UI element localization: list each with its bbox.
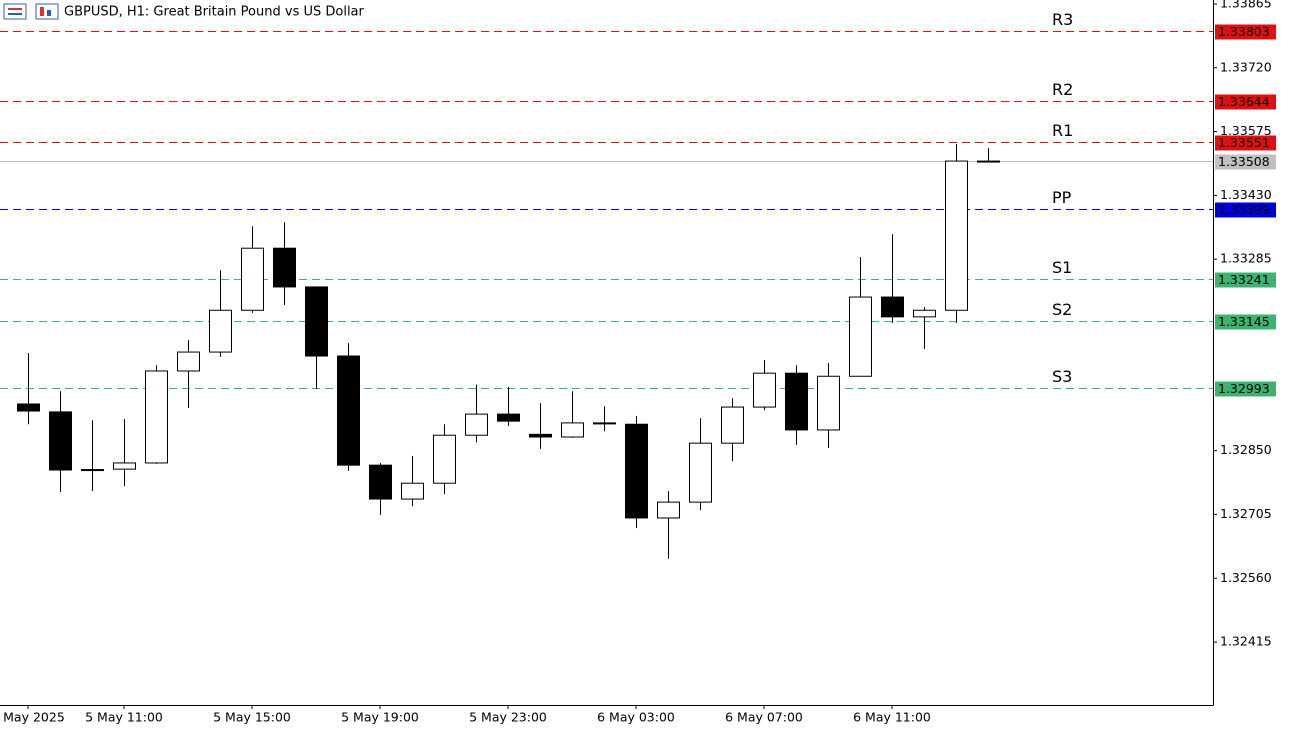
price-label: 1.32993 (1218, 381, 1270, 396)
candle-body (433, 434, 456, 484)
y-tick-label: 1.33720 (1220, 59, 1272, 74)
candle-body (561, 422, 584, 438)
candle-body (657, 501, 680, 519)
pivot-label: S1 (1052, 258, 1072, 277)
candle-body (337, 355, 360, 466)
price-label-box (1215, 314, 1276, 330)
price-label-box (1215, 381, 1276, 397)
price-label: 1.33644 (1218, 94, 1270, 109)
price-label-box (1215, 272, 1276, 288)
price-label: 1.33508 (1218, 154, 1270, 169)
chart-title: GBPUSD, H1: Great Britain Pound vs US Do… (64, 5, 365, 20)
candle-body (49, 411, 72, 471)
price-label: 1.33145 (1218, 314, 1270, 329)
pivot-label: R3 (1052, 10, 1073, 29)
x-tick-label: 5 May 11:00 (85, 710, 163, 725)
price-label: 1.33399 (1218, 202, 1270, 217)
candle-body (945, 160, 968, 311)
price-label-box (1215, 154, 1276, 170)
x-tick-label: 5 May 15:00 (213, 710, 291, 725)
candle-body (785, 372, 808, 431)
pivot-label: S3 (1052, 367, 1072, 386)
price-label: 1.33551 (1218, 135, 1270, 150)
price-label: 1.33803 (1218, 24, 1270, 39)
x-tick-label: 6 May 07:00 (725, 710, 803, 725)
y-tick-label: 1.32415 (1220, 634, 1272, 649)
menu-icon[interactable] (3, 3, 27, 20)
candle-body (721, 406, 744, 444)
price-label: 1.33241 (1218, 272, 1270, 287)
price-label-box (1215, 24, 1276, 40)
candle-body (401, 482, 424, 500)
price-label-box (1215, 202, 1276, 218)
candle-body (593, 422, 616, 425)
x-tick-label: 6 May 11:00 (853, 710, 931, 725)
price-label-box (1215, 94, 1276, 110)
y-tick-label: 1.33430 (1220, 187, 1272, 202)
x-tick-label: 6 May 03:00 (597, 710, 675, 725)
y-tick-label: 1.32705 (1220, 506, 1272, 521)
candle-body (689, 442, 712, 503)
x-tick-label: 5 May 2025 (0, 710, 65, 725)
candle-body (273, 247, 296, 288)
candle-body (241, 247, 264, 311)
candle-body (753, 372, 776, 408)
icon-bar (40, 7, 44, 16)
candle-body (369, 464, 392, 500)
candle-body (209, 309, 232, 353)
candle-body (849, 296, 872, 377)
candle-body (529, 433, 552, 438)
x-tick-label: 5 May 19:00 (341, 710, 419, 725)
price-label-box (1215, 135, 1276, 151)
candle-body (81, 469, 104, 472)
candle-body (113, 462, 136, 470)
icon-bar (47, 10, 51, 16)
y-tick-label: 1.33865 (1220, 0, 1272, 10)
candle-body (881, 296, 904, 318)
y-tick-label: 1.33575 (1220, 123, 1272, 138)
candle-body (177, 351, 200, 372)
chart-icon[interactable] (35, 3, 59, 20)
pivot-label: R2 (1052, 80, 1073, 99)
icon-frame (3, 3, 27, 20)
candle-body (913, 309, 936, 318)
candle-body (817, 375, 840, 431)
pivot-label: PP (1052, 188, 1072, 207)
candle-body (145, 370, 168, 464)
x-tick-label: 5 May 23:00 (469, 710, 547, 725)
candle-body (305, 286, 328, 357)
pivot-label: R1 (1052, 121, 1073, 140)
candle-body (625, 423, 648, 519)
y-tick-label: 1.33285 (1220, 251, 1272, 266)
y-tick-label: 1.32560 (1220, 570, 1272, 585)
candle-body (497, 413, 520, 422)
y-tick-label: 1.32850 (1220, 442, 1272, 457)
candle-body (17, 403, 40, 412)
candle-body (465, 413, 488, 436)
pivot-label: S2 (1052, 300, 1072, 319)
candle-body (977, 160, 1000, 163)
